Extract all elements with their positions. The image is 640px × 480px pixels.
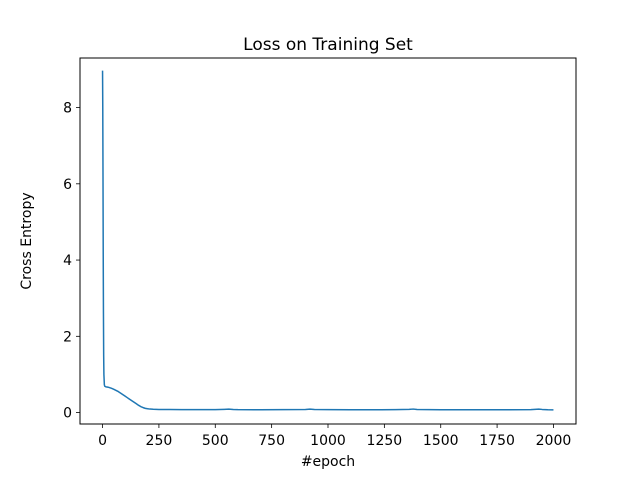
y-axis-label: Cross Entropy bbox=[19, 192, 35, 289]
loss-line-series bbox=[101, 70, 554, 411]
x-tick-label: 500 bbox=[202, 433, 229, 449]
x-tick-label: 750 bbox=[258, 433, 285, 449]
x-tick-label: 1750 bbox=[479, 433, 515, 449]
x-tick-label: 0 bbox=[98, 433, 107, 449]
x-tick-label: 1250 bbox=[367, 433, 403, 449]
y-axis: 0 2 4 6 8 bbox=[63, 101, 80, 422]
y-tick-label: 0 bbox=[63, 406, 72, 422]
y-tick-label: 4 bbox=[63, 253, 72, 269]
x-tick-label: 2000 bbox=[536, 433, 572, 449]
y-tick-label: 8 bbox=[63, 101, 72, 117]
chart-title: Loss on Training Set bbox=[243, 35, 413, 55]
x-tick-label: 250 bbox=[146, 433, 173, 449]
x-tick-label: 1000 bbox=[310, 433, 346, 449]
axes-frame bbox=[79, 57, 577, 425]
x-axis-label: #epoch bbox=[301, 454, 355, 470]
y-tick-label: 6 bbox=[63, 177, 72, 193]
y-tick-label: 2 bbox=[63, 329, 72, 345]
x-tick-label: 1500 bbox=[423, 433, 459, 449]
x-axis: 0 250 500 750 1000 1250 1500 1750 2000 bbox=[98, 424, 571, 449]
